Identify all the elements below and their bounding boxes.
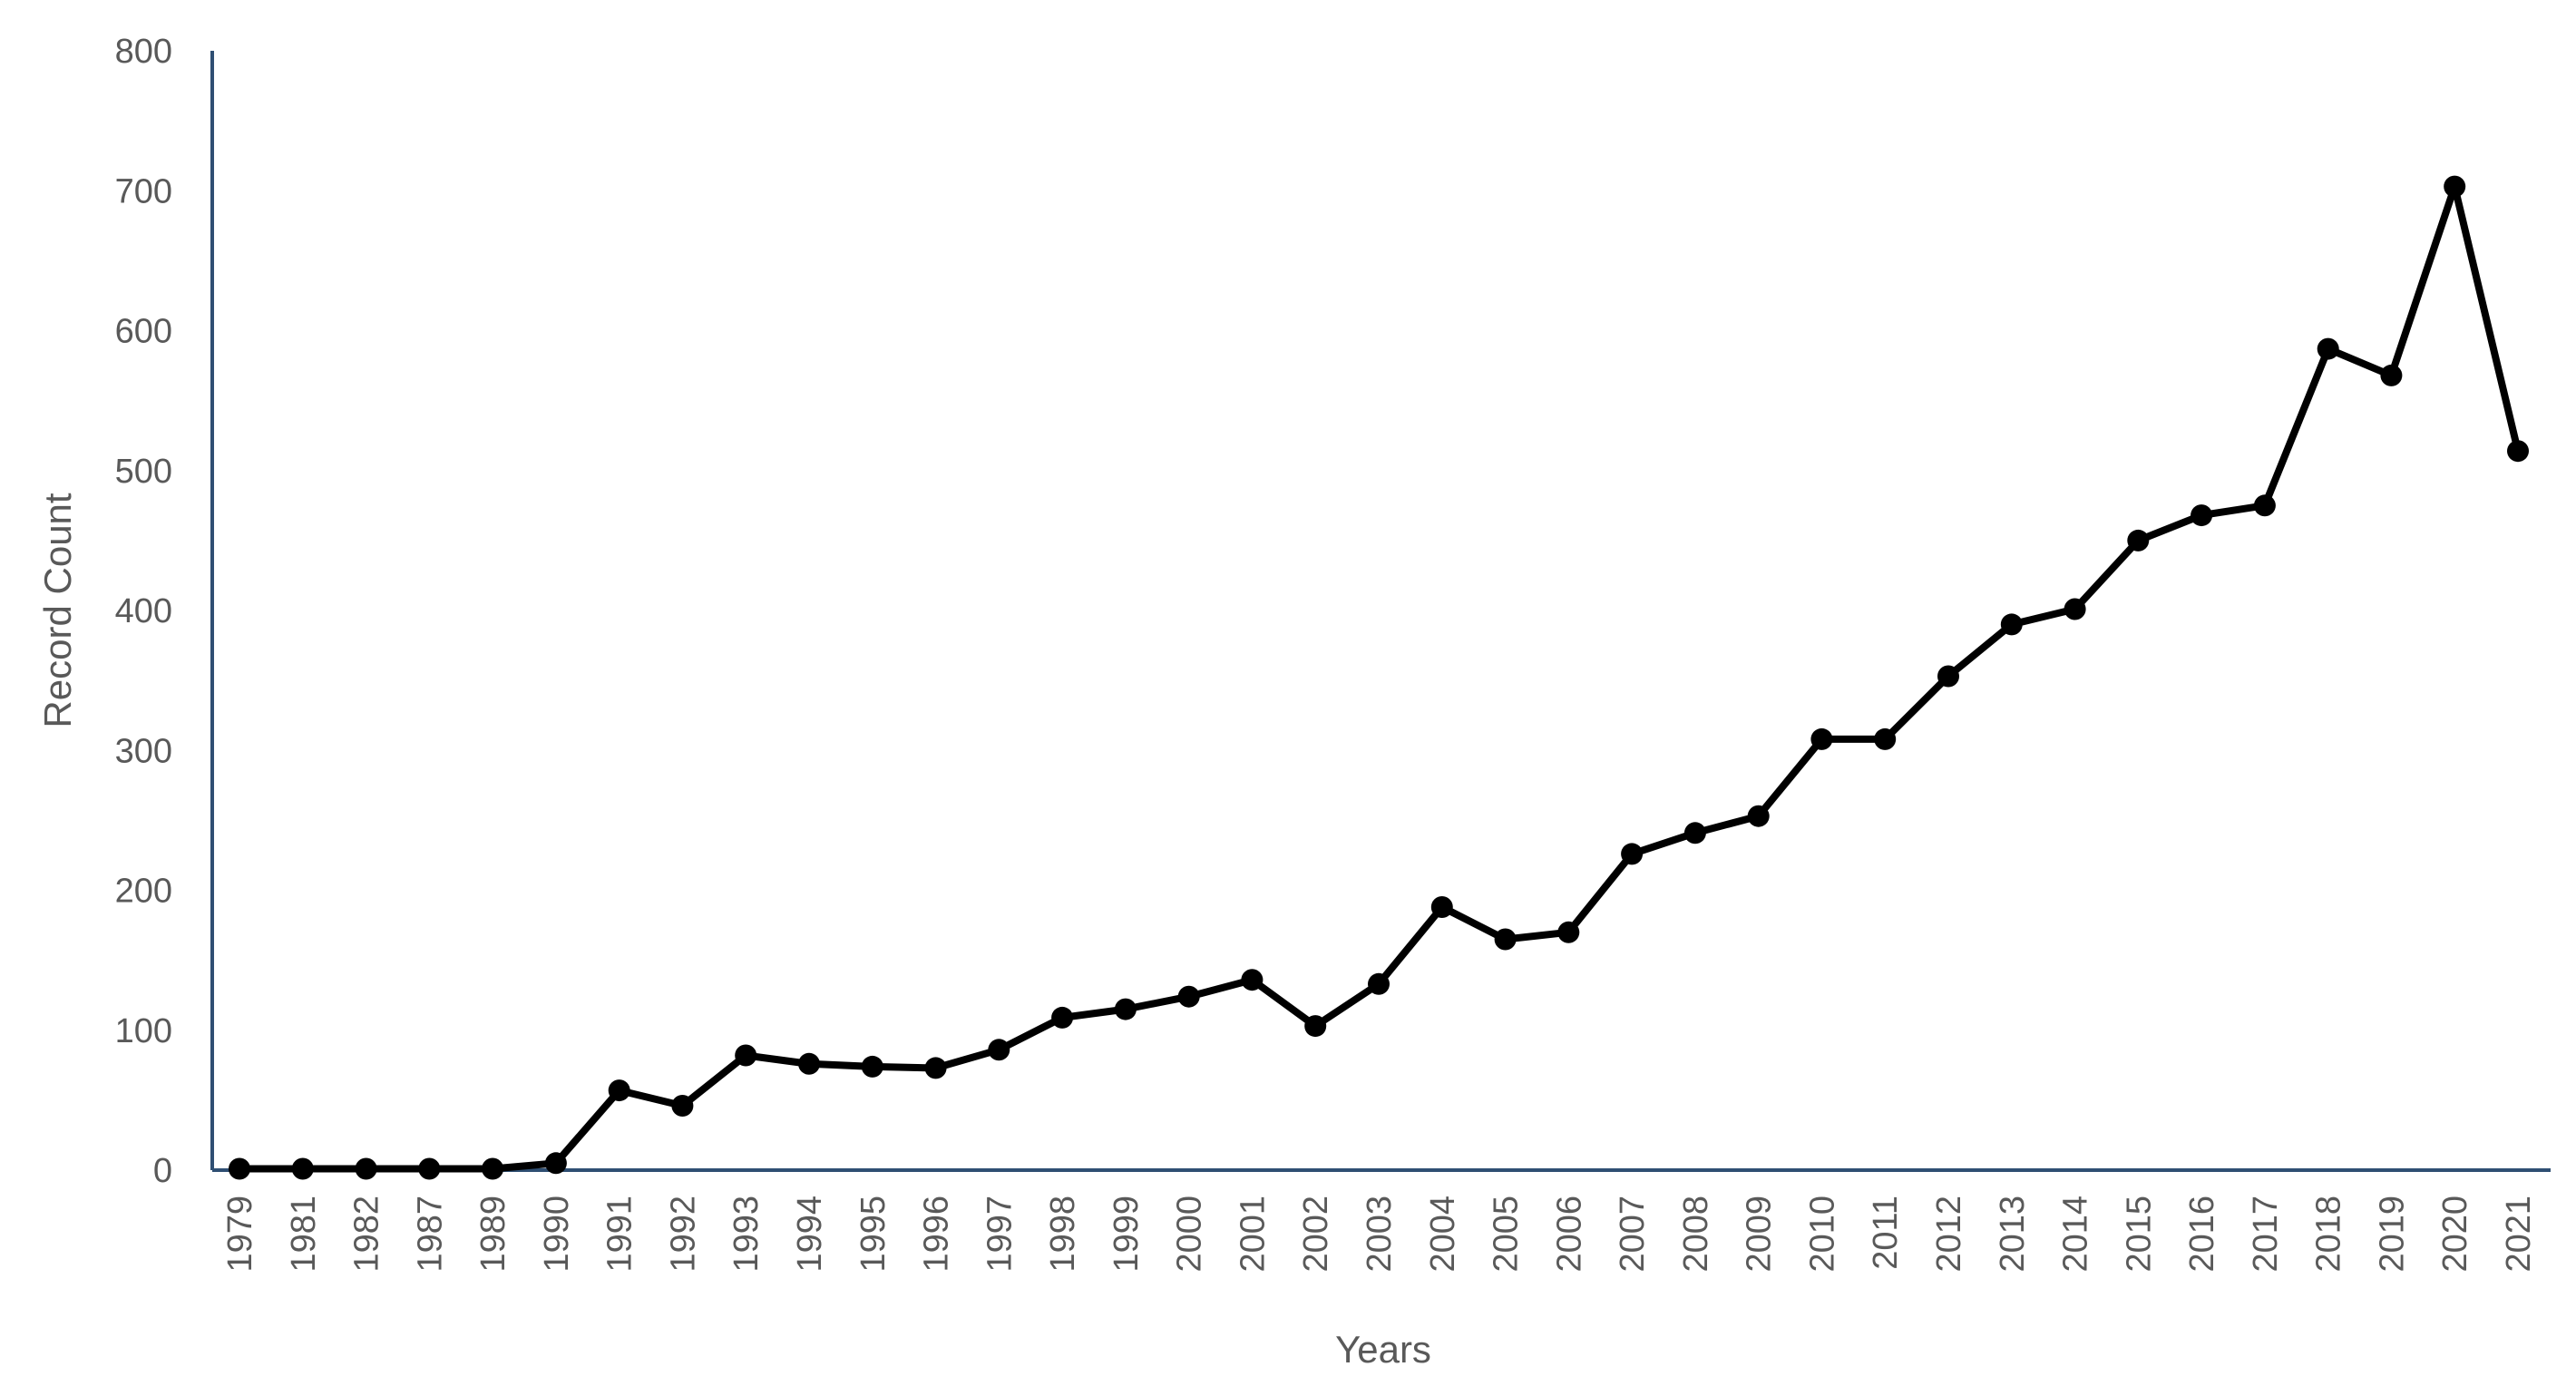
data-point: [229, 1157, 250, 1180]
data-point: [1874, 727, 1897, 750]
x-axis-ticks: 1979 1981 1982 1987 1989 1990 1991 1992 1993 1994…: [221, 1196, 2538, 1273]
x-tick-label: 2001: [1234, 1196, 1272, 1273]
data-point: [1683, 822, 1706, 844]
data-point: [1937, 665, 1959, 688]
data-point: [988, 1039, 1010, 1061]
data-point: [1430, 896, 1453, 918]
y-tick-label: 500: [115, 453, 172, 491]
x-tick-label: 2004: [1424, 1196, 1462, 1273]
data-point: [2444, 175, 2466, 198]
data-point: [735, 1044, 757, 1067]
y-axis-ticks: 0 100 200 300 400 500 600 700 800: [115, 33, 172, 1190]
x-tick-label: 2017: [2247, 1196, 2285, 1273]
data-point: [608, 1079, 630, 1102]
x-tick-label: 2010: [1803, 1196, 1841, 1273]
data-point: [1304, 1015, 1327, 1038]
x-tick-label: 2012: [1930, 1196, 1968, 1273]
data-point: [1621, 843, 1644, 865]
x-tick-label: 2021: [2500, 1196, 2538, 1273]
y-tick-label: 800: [115, 33, 172, 71]
data-point: [2064, 598, 2086, 620]
data-point: [2380, 364, 2403, 386]
x-tick-label: 2013: [1994, 1196, 2032, 1273]
data-point: [2507, 440, 2529, 463]
series-line: [236, 182, 2522, 1173]
data-point: [482, 1157, 504, 1180]
data-point: [2127, 529, 2150, 552]
x-tick-label: 2003: [1361, 1196, 1399, 1273]
data-point: [861, 1055, 883, 1078]
series-group: [229, 175, 2529, 1180]
data-point: [1557, 921, 1580, 943]
x-tick-label: 1989: [474, 1196, 512, 1273]
x-tick-label: 1994: [791, 1196, 829, 1273]
x-tick-label: 2020: [2436, 1196, 2474, 1273]
y-tick-label: 700: [115, 172, 172, 210]
x-tick-label: 1997: [981, 1196, 1019, 1273]
y-tick-label: 400: [115, 592, 172, 630]
y-tick-label: 600: [115, 313, 172, 351]
x-tick-label: 2009: [1741, 1196, 1779, 1273]
x-tick-label: 2002: [1297, 1196, 1335, 1273]
x-tick-label: 2019: [2373, 1196, 2411, 1273]
data-point: [1368, 972, 1390, 995]
x-tick-label: 1991: [601, 1196, 639, 1273]
y-tick-label: 0: [153, 1152, 172, 1190]
data-point: [1747, 805, 1770, 827]
x-tick-label: 2015: [2120, 1196, 2158, 1273]
x-tick-label: 1992: [664, 1196, 702, 1273]
y-tick-label: 300: [115, 732, 172, 770]
data-point: [798, 1052, 820, 1075]
data-point: [2317, 337, 2339, 360]
x-tick-label: 2016: [2183, 1196, 2221, 1273]
x-tick-label: 1993: [727, 1196, 766, 1273]
x-tick-label: 2011: [1867, 1196, 1905, 1270]
data-point: [1177, 985, 1200, 1008]
data-point: [544, 1152, 567, 1175]
data-point: [291, 1157, 314, 1180]
x-tick-label: 1995: [854, 1196, 893, 1273]
data-point: [418, 1157, 441, 1180]
data-point: [1051, 1006, 1074, 1029]
x-tick-label: 1996: [918, 1196, 956, 1273]
x-tick-label: 2014: [2057, 1196, 2095, 1273]
data-point: [1241, 969, 1264, 991]
x-axis-title: Years: [1335, 1328, 1431, 1371]
x-tick-label: 1982: [348, 1196, 386, 1273]
x-tick-label: 2008: [1677, 1196, 1715, 1273]
x-tick-label: 2000: [1171, 1196, 1209, 1273]
x-tick-label: 1981: [285, 1196, 323, 1273]
x-tick-label: 2007: [1614, 1196, 1652, 1273]
data-point: [2191, 504, 2213, 527]
x-tick-label: 1987: [411, 1196, 449, 1273]
data-point: [1810, 727, 1833, 750]
y-tick-label: 100: [115, 1012, 172, 1050]
data-point: [355, 1157, 377, 1180]
x-tick-label: 1998: [1044, 1196, 1082, 1273]
data-point: [924, 1057, 947, 1079]
x-tick-label: 1999: [1107, 1196, 1146, 1273]
x-tick-label: 1979: [221, 1196, 259, 1273]
y-axis-title: Record Count: [36, 493, 79, 727]
y-tick-label: 200: [115, 873, 172, 911]
data-point: [2000, 613, 2023, 636]
data-point: [1114, 998, 1137, 1020]
x-tick-label: 2005: [1488, 1196, 1526, 1273]
data-point: [1494, 928, 1517, 951]
x-tick-label: 2018: [2310, 1196, 2348, 1273]
x-tick-label: 1990: [538, 1196, 576, 1273]
data-point: [2253, 494, 2276, 517]
data-point: [671, 1095, 694, 1117]
x-tick-label: 2006: [1550, 1196, 1588, 1273]
